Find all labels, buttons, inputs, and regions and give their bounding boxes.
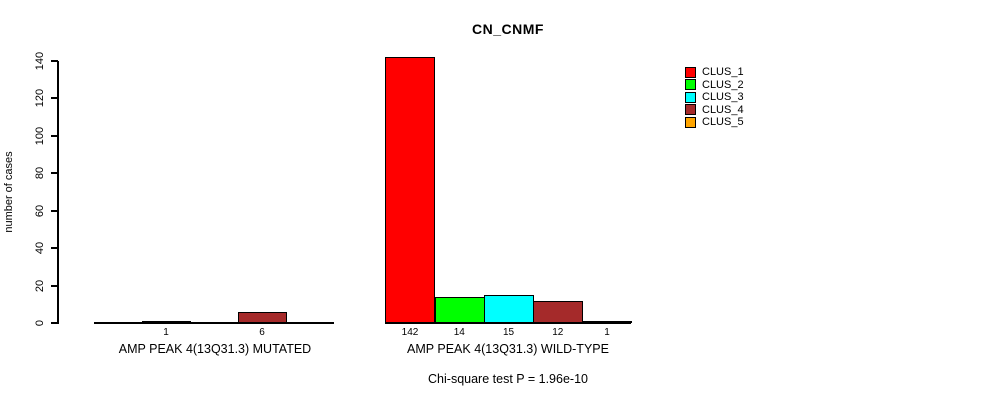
y-tick-label: 20 (34, 279, 46, 292)
legend-label: CLUS_5 (702, 116, 744, 129)
legend-swatch-icon (685, 104, 696, 116)
bar-CLUS_1 (385, 57, 435, 323)
y-axis-line (57, 61, 59, 324)
y-tick (51, 97, 58, 100)
y-tick (51, 284, 58, 287)
legend-label: CLUS_2 (702, 78, 744, 91)
y-tick (51, 247, 58, 250)
y-tick-label: 100 (34, 126, 46, 146)
legend-label: CLUS_3 (702, 91, 744, 104)
legend-swatch-icon (685, 79, 696, 91)
legend-label: CLUS_4 (702, 103, 744, 116)
y-tick-label: 0 (34, 319, 46, 327)
legend-item-CLUS_1: CLUS_1 (685, 66, 744, 78)
y-tick-label: 60 (34, 204, 46, 217)
y-tick-label: 40 (34, 242, 46, 255)
bar-CLUS_4 (533, 301, 583, 323)
legend-swatch-icon (685, 91, 696, 103)
legend-item-CLUS_4: CLUS_4 (685, 104, 744, 116)
chart-title: CN_CNMF (472, 21, 544, 37)
legend-swatch-icon (685, 66, 696, 78)
y-axis-label: number of cases (3, 151, 15, 233)
legend-item-CLUS_2: CLUS_2 (685, 79, 744, 91)
y-tick-label: 80 (34, 167, 46, 180)
bar-value-label: 12 (552, 327, 564, 338)
y-tick-label: 140 (34, 51, 46, 71)
y-tick (51, 60, 58, 62)
y-tick (51, 134, 58, 137)
bar-value-label: 6 (259, 327, 265, 338)
bar-CLUS_2 (435, 297, 485, 323)
x-group-label-wild-type: AMP PEAK 4(13Q31.3) WILD-TYPE (407, 342, 609, 356)
bar-value-label: 1 (604, 327, 610, 338)
y-tick (51, 209, 58, 212)
y-tick-label: 120 (34, 89, 46, 108)
x-axis-zero-line (385, 322, 631, 324)
x-group-label-mutated: AMP PEAK 4(13Q31.3) MUTATED (118, 342, 312, 356)
legend-swatch-icon (685, 116, 696, 128)
legend-label: CLUS_1 (702, 66, 744, 78)
legend-item-CLUS_3: CLUS_3 (685, 91, 744, 103)
y-tick (51, 172, 58, 175)
bar-value-label: 14 (453, 327, 465, 338)
chi-square-annotation: Chi-square test P = 1.96e-10 (428, 372, 588, 386)
legend-item-CLUS_5: CLUS_5 (685, 116, 744, 128)
bar-value-label: 1 (163, 327, 169, 338)
bar-value-label: 15 (502, 327, 515, 338)
bar-CLUS_3 (484, 295, 534, 323)
x-axis-zero-line (94, 322, 334, 324)
y-tick (51, 322, 58, 324)
bar-value-label: 142 (401, 327, 419, 338)
